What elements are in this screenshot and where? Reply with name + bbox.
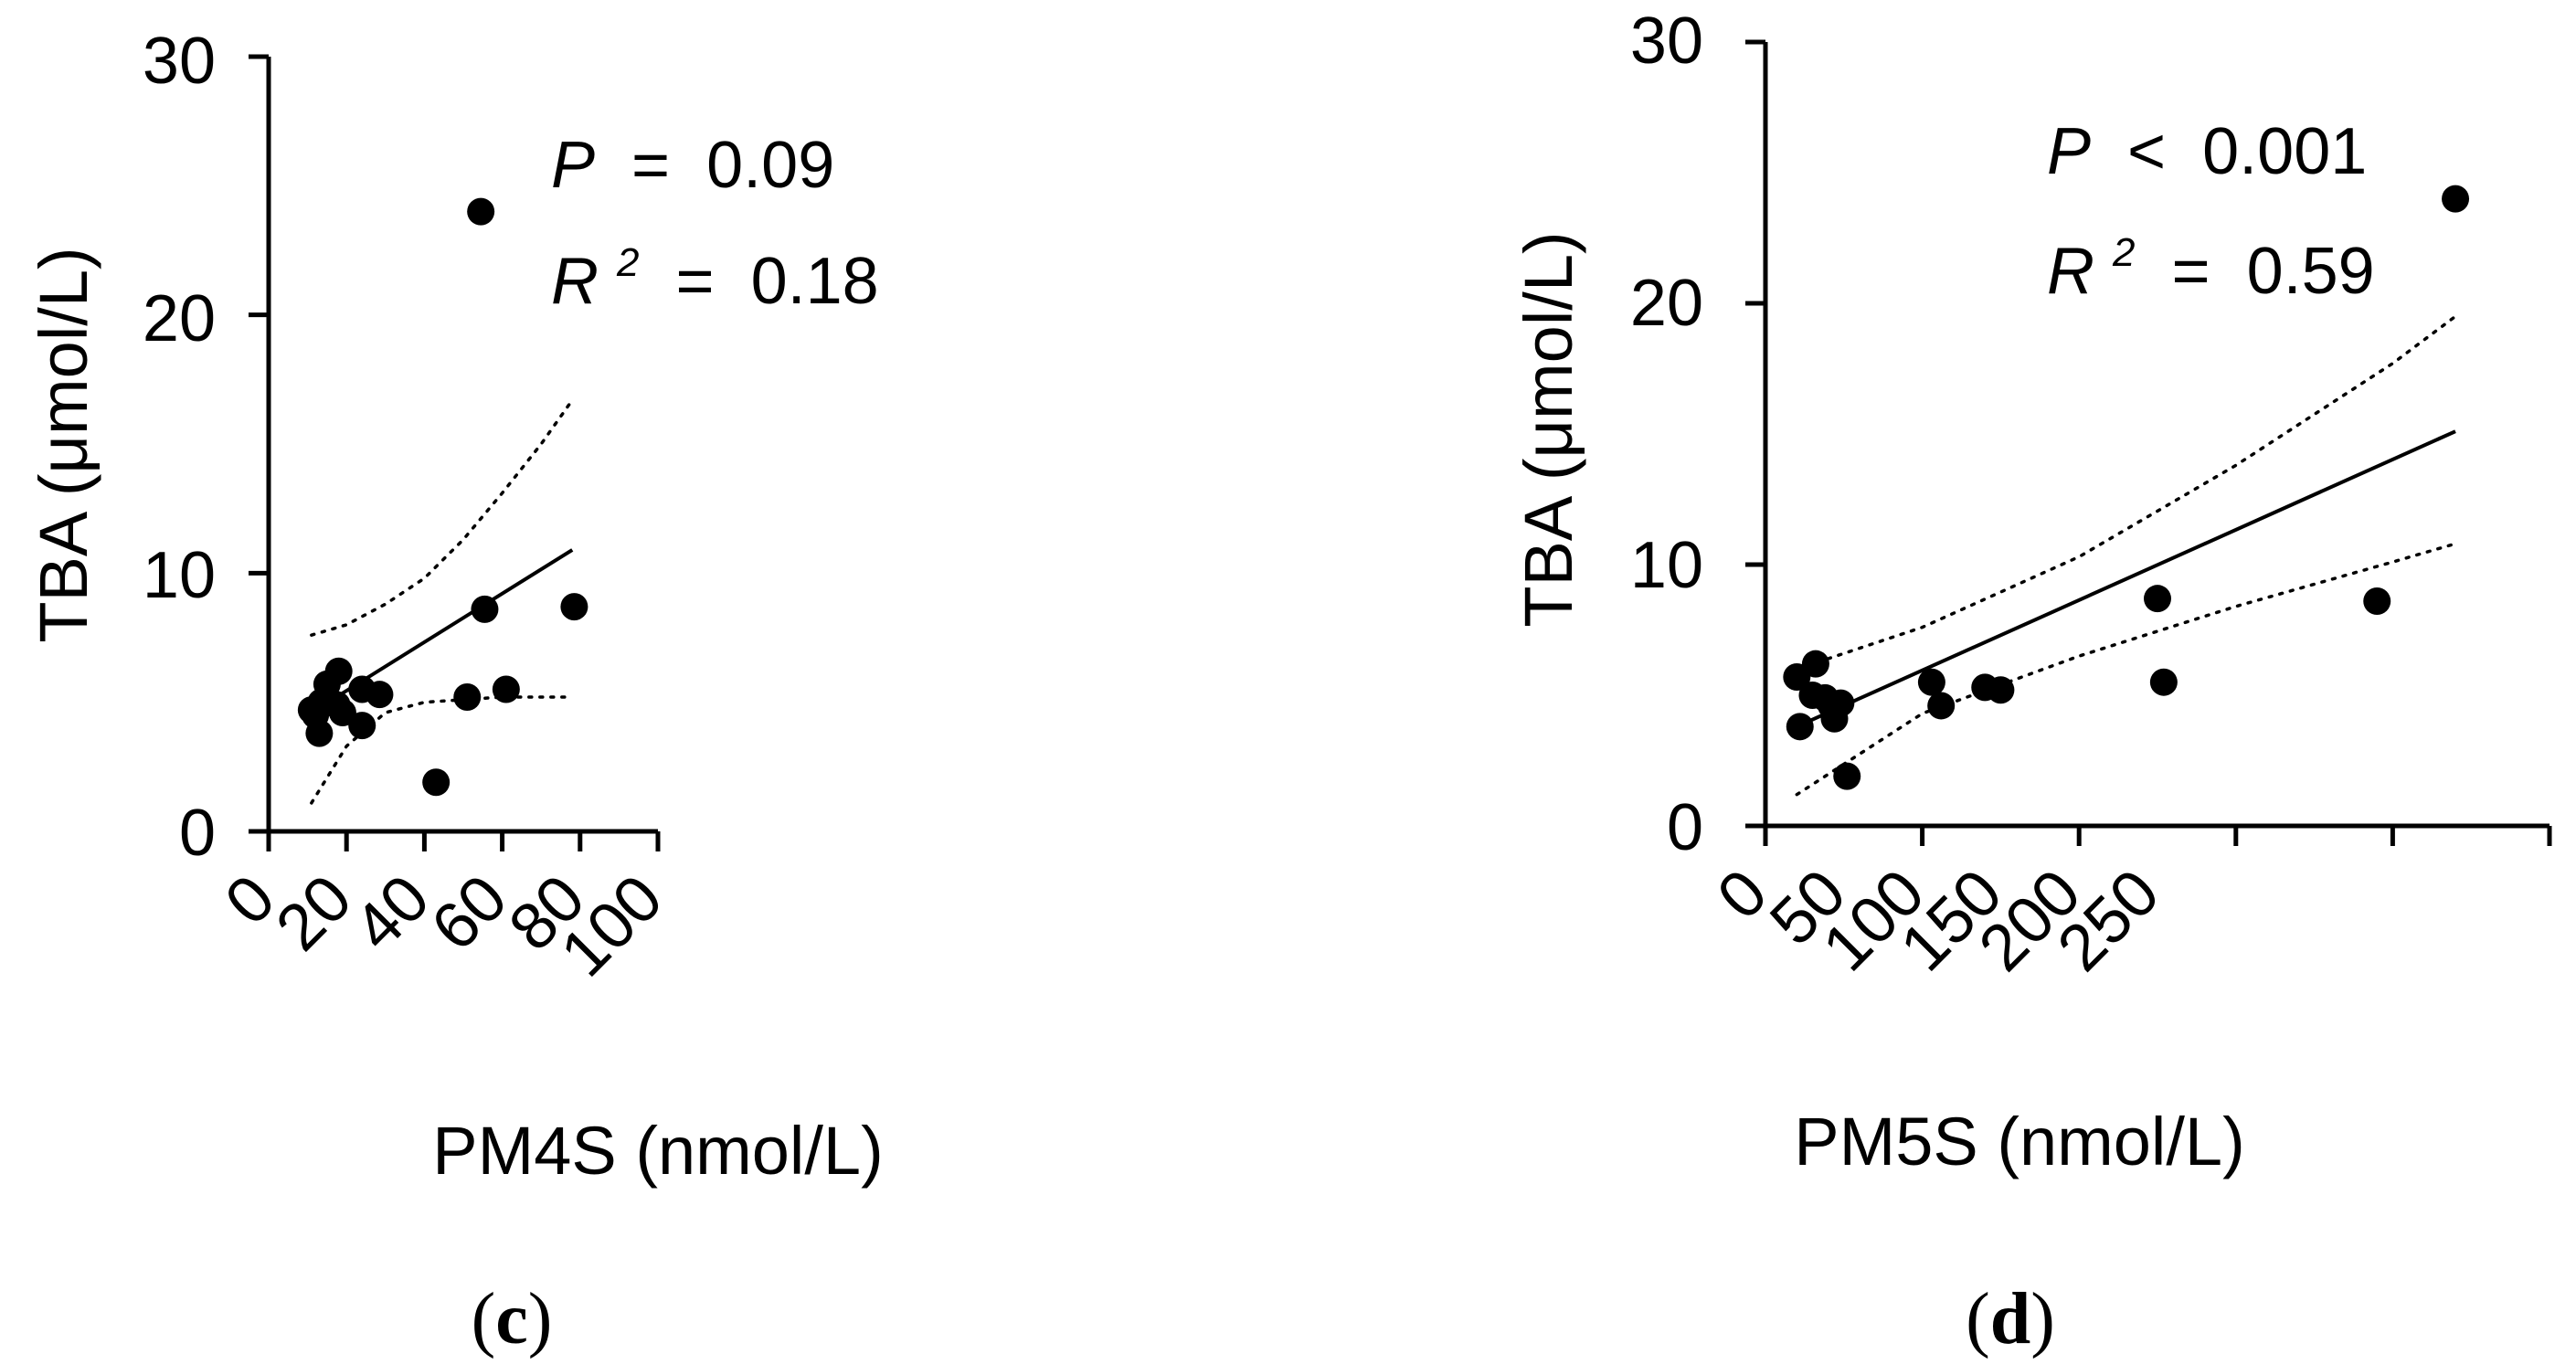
panel-d-y-axis-title: TBA (μmol/L) [1511,231,1586,627]
panel-d-plot-area [1745,39,2552,846]
panel-c-data-point [453,683,482,712]
panel-c: TBA (μmol/L) 0 10 20 30 0 20 40 60 80 10… [26,25,884,1359]
panel-c-r-value: 0.18 [751,245,879,318]
panel-c-x-tick-label: 100 [547,862,677,991]
panel-c-r2-line: R 2 = 0.18 [551,217,879,318]
panel-d-p-symbol: P [2047,115,2091,188]
panel-d-data-point [2149,668,2178,696]
panel-c-data-point [328,698,356,726]
panel-c-letter: c [495,1279,528,1359]
panel-d-data-point [1927,692,1956,720]
panel-c-x-tick-labels: 0 20 40 60 80 100 [211,862,676,991]
panel-d-y-tick-label: 0 [1667,791,1703,864]
panel-c-data-point [422,768,451,797]
panel-d-y-tick-label: 10 [1630,529,1703,602]
panel-c-label: (c) [472,1279,553,1359]
panel-d-ci-lower-line [1795,542,2457,797]
panel-c-r-superscript: 2 [616,240,639,285]
panel-d-data-point [2363,587,2391,616]
panel-d-r-symbol: R [2047,235,2094,308]
panel-d-data-point [1786,713,1814,741]
panel-c-r-symbol: R [551,245,599,318]
panel-d-x-tick-labels: 0 50 100 150 200 250 [1703,856,2173,986]
panel-c-stats: P = 0.09 R 2 = 0.18 [551,129,879,318]
panel-d-r-value: 0.59 [2247,235,2375,308]
panel-d-y-tick-label: 30 [1630,5,1703,78]
panel-c-y-tick-label: 0 [179,797,216,870]
panel-c-r-operator: = [676,245,715,318]
panel-c-y-tick-label: 10 [143,539,216,612]
panel-d-regression-line [1796,429,2456,729]
panel-c-data-point [366,681,394,709]
panel-c-p-value-line: P = 0.09 [551,129,834,202]
panel-d-p-operator: < [2127,115,2166,188]
panel-c-x-axis-title: PM4S (nmol/L) [432,1113,883,1189]
panel-c-data-point [492,675,520,703]
panel-c-data-point [467,197,495,226]
panel-d-x-tick-label: 250 [2044,856,2174,986]
panel-d-y-tick-labels: 0 10 20 30 [1630,5,1703,864]
panel-c-data-point [560,593,588,621]
panel-c-p-symbol: P [551,129,595,202]
panel-d-data-point [1801,650,1829,678]
panel-d-r-superscript: 2 [2112,230,2135,275]
panel-c-y-tick-label: 30 [143,25,216,98]
panel-d-data-point [2144,585,2171,613]
panel-d-data-point [2442,185,2470,213]
panel-c-data-point [324,657,353,685]
panel-c-p-operator: = [631,129,670,202]
panel-c-p-value: 0.09 [706,129,834,202]
panel-c-ci-upper-line [310,398,575,637]
panel-d-p-value-line: P < 0.001 [2047,115,2367,188]
panel-d-stats: P < 0.001 R 2 = 0.59 [2047,115,2375,308]
panel-c-y-tick-labels: 0 10 20 30 [143,25,216,870]
panel-c-data-point [471,595,499,623]
panel-d-data-point [1987,676,2015,704]
panel-c-data-point [305,719,334,747]
panel-d-label: (d) [1966,1279,2055,1359]
panel-d-y-tick-label: 20 [1630,267,1703,340]
panel-d-ci-upper-line [1795,314,2457,671]
panel-c-y-tick-label: 20 [143,282,216,355]
panel-d-r-operator: = [2172,235,2210,308]
panel-c-ci-lower-line [310,695,575,805]
panel-d-data-point [1827,689,1855,717]
panel-d-data-point [1917,668,1945,696]
panel-d-r2-line: R 2 = 0.59 [2047,207,2375,308]
panel-c-plot-area [249,54,661,851]
panel-d-letter: d [1990,1279,2031,1359]
panel-c-data-point [348,712,376,740]
panel-c-y-axis-title: TBA (μmol/L) [26,247,101,642]
panel-d-p-value: 0.001 [2202,115,2367,188]
panel-d-x-axis-title: PM5S (nmol/L) [1794,1104,2244,1179]
panel-d-data-point [1833,762,1861,790]
